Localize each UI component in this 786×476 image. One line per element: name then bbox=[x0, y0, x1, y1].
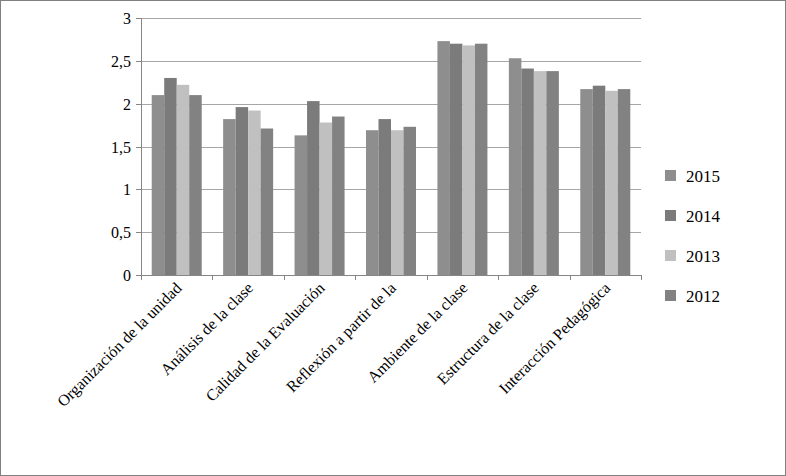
x-axis-line bbox=[141, 275, 641, 276]
bar bbox=[177, 85, 190, 275]
grid-line bbox=[141, 104, 641, 105]
bar bbox=[248, 111, 261, 275]
bar bbox=[152, 95, 165, 275]
bar bbox=[462, 45, 475, 275]
y-tick bbox=[136, 61, 141, 62]
chart: 0 0,5 1 1,5 2 2,5 3 Organización de la unidadAn… bbox=[0, 0, 786, 476]
bar bbox=[366, 130, 379, 275]
bar bbox=[261, 129, 274, 275]
legend-label: 2014 bbox=[686, 207, 721, 226]
y-axis-line bbox=[141, 18, 142, 275]
legend-swatch bbox=[665, 210, 676, 221]
bars bbox=[152, 41, 631, 275]
y-axis: 0 0,5 1 1,5 2 2,5 3 bbox=[111, 10, 641, 284]
legend-swatch bbox=[665, 170, 676, 181]
bar bbox=[223, 119, 236, 275]
x-tick bbox=[355, 275, 356, 280]
bar bbox=[605, 91, 618, 275]
bar bbox=[509, 58, 522, 275]
legend-swatch bbox=[665, 290, 676, 301]
x-tick-label: Interacción Pedagógica bbox=[496, 279, 615, 398]
x-tick-label: Organización de la unidad bbox=[54, 279, 186, 411]
legend-label: 2012 bbox=[686, 287, 720, 306]
bar bbox=[450, 44, 463, 275]
bar bbox=[295, 135, 308, 275]
y-tick-label: 1 bbox=[123, 181, 131, 198]
y-tick bbox=[136, 232, 141, 233]
bar bbox=[593, 86, 606, 275]
x-tick-label: Calidad de la Evaluación bbox=[202, 279, 327, 404]
bar bbox=[580, 89, 593, 275]
y-tick bbox=[136, 189, 141, 190]
y-tick-label: 2 bbox=[123, 96, 131, 113]
bar bbox=[189, 95, 202, 275]
y-tick-label: 0,5 bbox=[111, 224, 131, 241]
bar bbox=[391, 130, 404, 275]
grid-line bbox=[141, 61, 641, 62]
y-tick-label: 0 bbox=[123, 267, 131, 284]
x-tick bbox=[284, 275, 285, 280]
y-tick-label: 3 bbox=[123, 10, 131, 27]
x-tick bbox=[427, 275, 428, 280]
y-tick bbox=[136, 275, 141, 276]
x-tick bbox=[141, 275, 142, 280]
x-tick bbox=[212, 275, 213, 280]
y-tick bbox=[136, 18, 141, 19]
y-tick-label: 1,5 bbox=[111, 139, 131, 156]
y-tick bbox=[136, 147, 141, 148]
bar bbox=[475, 44, 488, 275]
bar bbox=[534, 71, 547, 275]
frame bbox=[1, 1, 786, 476]
legend: 2015 2014 2013 2012 bbox=[665, 167, 721, 306]
grid-line bbox=[141, 18, 641, 19]
x-tick bbox=[570, 275, 571, 280]
grid-line bbox=[141, 275, 641, 276]
bar bbox=[437, 41, 450, 275]
bar bbox=[546, 71, 559, 275]
legend-swatch bbox=[665, 250, 676, 261]
x-axis: Organización de la unidadAnálisis de la … bbox=[54, 275, 642, 411]
bar bbox=[320, 123, 333, 275]
x-tick bbox=[641, 275, 642, 280]
bar bbox=[236, 107, 249, 275]
y-tick-label: 2,5 bbox=[111, 53, 131, 70]
bar bbox=[404, 127, 417, 275]
bar bbox=[307, 101, 320, 275]
legend-label: 2015 bbox=[686, 167, 720, 186]
bar bbox=[379, 119, 392, 275]
bar bbox=[618, 89, 631, 275]
y-tick bbox=[136, 104, 141, 105]
x-tick bbox=[498, 275, 499, 280]
bar bbox=[332, 117, 345, 275]
bar bbox=[521, 69, 534, 275]
legend-label: 2013 bbox=[686, 247, 720, 266]
bar bbox=[164, 78, 177, 275]
